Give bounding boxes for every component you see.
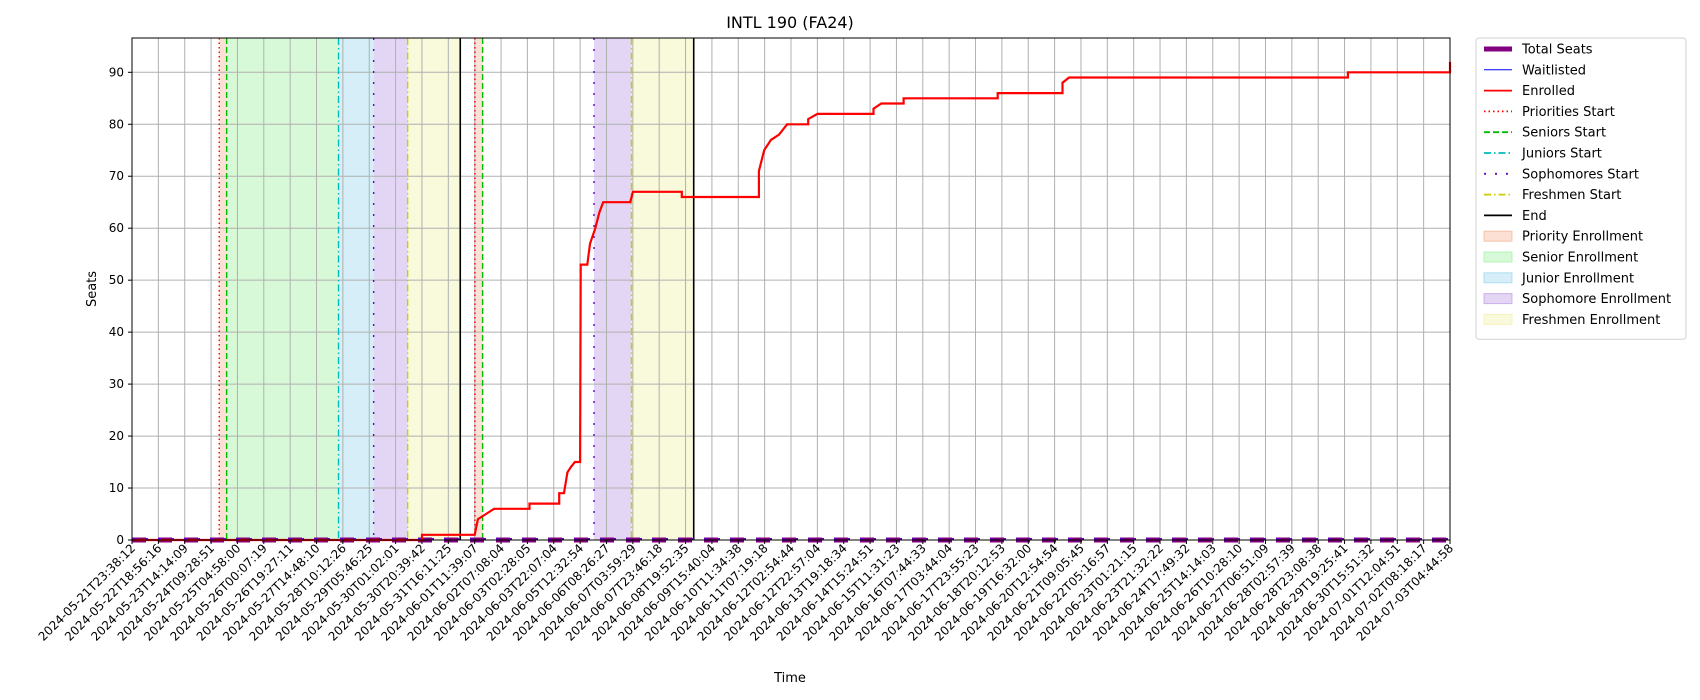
phase-start-lines — [218, 38, 695, 540]
y-tick-label: 30 — [109, 377, 124, 391]
legend-label: Sophomores Start — [1522, 167, 1639, 182]
legend-label: Seniors Start — [1522, 126, 1606, 141]
legend-label: Priority Enrollment — [1522, 230, 1643, 245]
y-tick-label: 10 — [109, 481, 124, 495]
y-tick-label: 0 — [116, 533, 124, 547]
legend-label: Senior Enrollment — [1522, 251, 1638, 266]
span-sophomore-enrollment — [593, 38, 632, 540]
span-priority-enrollment — [219, 38, 227, 540]
series-enrolled — [132, 61, 1452, 542]
legend-entry-sophomore-enrollment: Sophomore Enrollment — [1483, 292, 1671, 307]
legend-label: Enrolled — [1522, 84, 1575, 99]
enrollment-period-spans — [219, 38, 694, 540]
span-freshmen-enrollment — [631, 38, 694, 540]
legend-entry-total-seats: Total Seats — [1484, 43, 1593, 58]
legend-entry-priority-enrollment: Priority Enrollment — [1483, 230, 1643, 245]
legend-entry-waitlisted: Waitlisted — [1484, 63, 1586, 78]
y-tick-label: 80 — [109, 117, 124, 131]
chart-title: INTL 190 (FA24) — [726, 13, 854, 32]
legend-entry-junior-enrollment: Junior Enrollment — [1483, 271, 1634, 286]
legend-swatch — [1483, 293, 1513, 305]
y-tick-label: 50 — [109, 273, 124, 287]
legend-entry-freshmen-enrollment: Freshmen Enrollment — [1483, 313, 1660, 328]
legend-swatch — [1483, 272, 1513, 284]
x-axis-label: Time — [773, 671, 806, 686]
span-priority-enrollment — [474, 38, 483, 540]
legend-label: Freshmen Start — [1522, 188, 1621, 203]
legend-entry-enrolled: Enrolled — [1484, 84, 1575, 99]
span-junior-enrollment — [338, 38, 374, 540]
legend-swatch — [1483, 313, 1513, 325]
legend-frame — [1475, 37, 1687, 340]
legend-label: Junior Enrollment — [1521, 271, 1634, 286]
legend-entry-priorities-start: Priorities Start — [1484, 105, 1615, 120]
legend-entry-end: End — [1484, 209, 1547, 224]
y-tick-label: 90 — [109, 65, 124, 79]
y-tick-label: 20 — [109, 429, 124, 443]
legend-label: End — [1522, 209, 1547, 224]
x-axis-ticks: 2024-05-21T23:38:122024-05-22T18:56:1620… — [36, 540, 1456, 644]
legend-label: Priorities Start — [1522, 105, 1615, 120]
legend-label: Freshmen Enrollment — [1522, 313, 1660, 328]
legend-label: Sophomore Enrollment — [1522, 292, 1671, 307]
legend-entry-sophomores-start: Sophomores Start — [1484, 167, 1639, 182]
y-axis-label: Seats — [85, 271, 100, 307]
legend-label: Total Seats — [1521, 43, 1593, 58]
legend-entry-freshmen-start: Freshmen Start — [1484, 188, 1621, 203]
legend-entry-seniors-start: Seniors Start — [1484, 126, 1606, 141]
legend-swatch — [1483, 251, 1513, 263]
legend: Total Seats Waitlisted Enrolled Priorities … — [1475, 37, 1687, 340]
y-axis-ticks: 0 10 20 30 40 50 60 70 80 90 — [109, 65, 132, 547]
y-tick-label: 40 — [109, 325, 124, 339]
legend-entry-juniors-start: Juniors Start — [1484, 147, 1602, 162]
legend-label: Waitlisted — [1522, 63, 1586, 78]
legend-swatch — [1483, 230, 1513, 242]
span-senior-enrollment — [226, 38, 339, 540]
legend-entry-senior-enrollment: Senior Enrollment — [1483, 251, 1638, 266]
y-tick-label: 70 — [109, 169, 124, 183]
span-sophomore-enrollment — [373, 38, 408, 540]
legend-label: Juniors Start — [1521, 147, 1602, 162]
span-freshmen-enrollment — [407, 38, 461, 540]
y-tick-label: 60 — [109, 221, 124, 235]
